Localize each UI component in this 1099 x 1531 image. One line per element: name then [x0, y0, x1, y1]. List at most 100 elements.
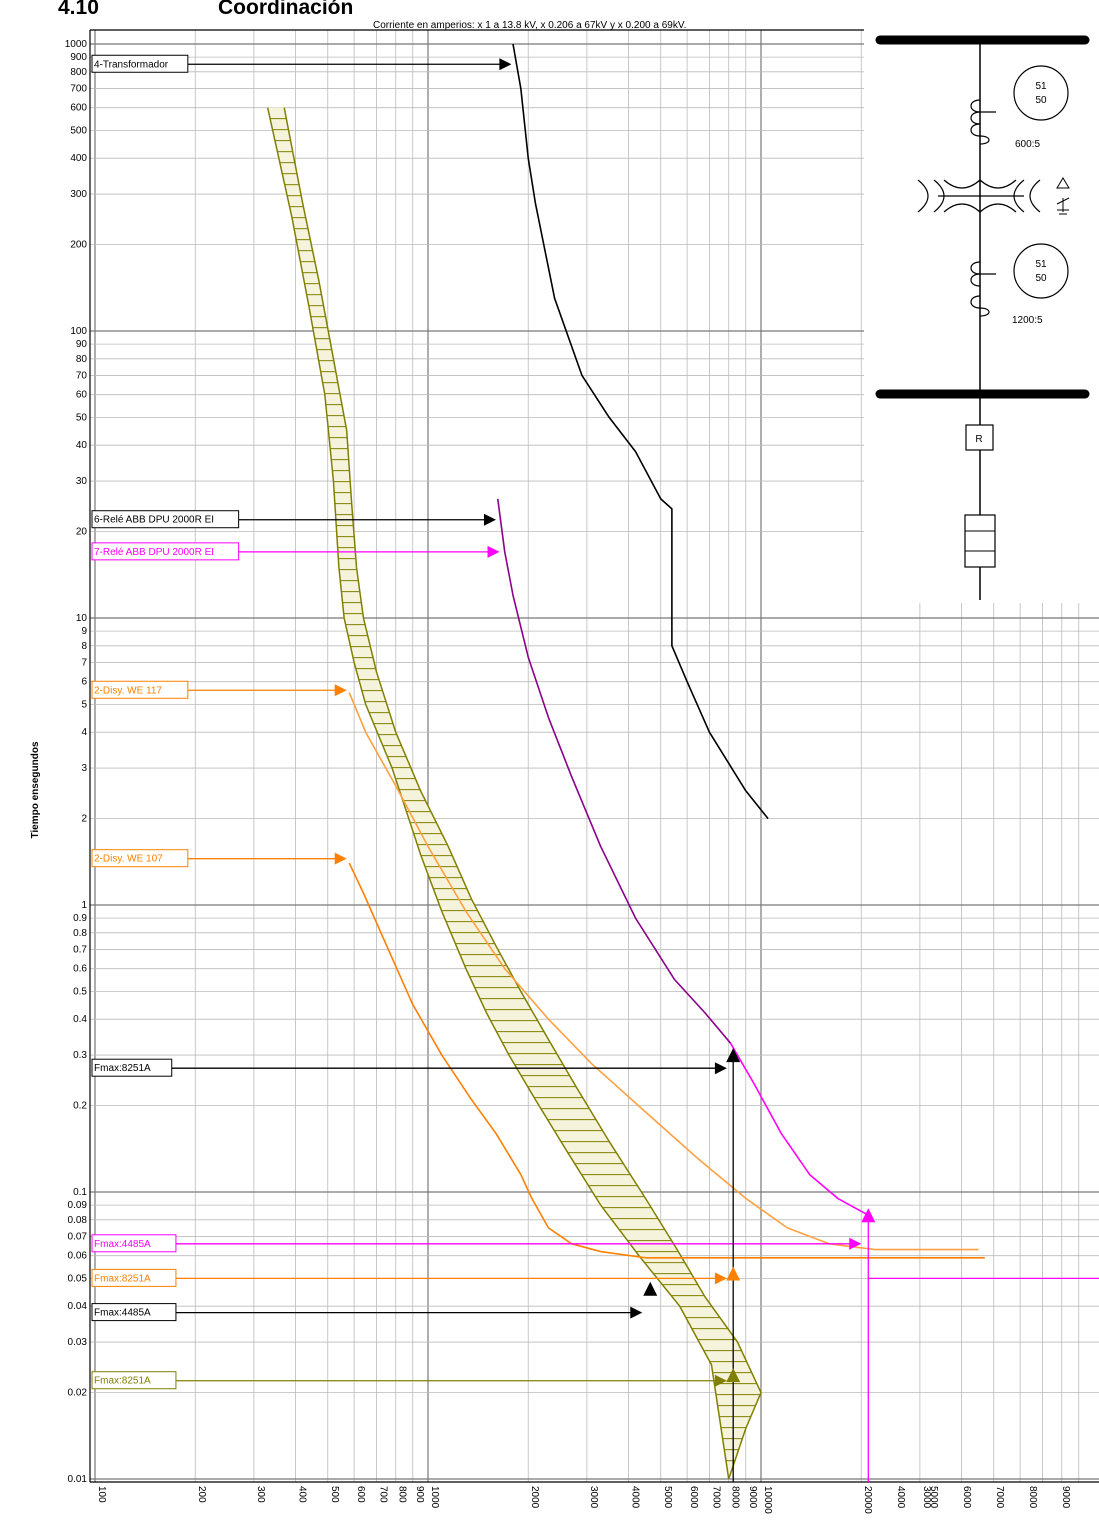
y-tick-label: 0.06: [68, 1251, 88, 1262]
y-tick-label: 400: [70, 153, 87, 164]
y-tick-label: 0.7: [73, 944, 87, 955]
y-tick-label: 50: [76, 412, 88, 423]
x-tick-label: 7000: [710, 1486, 721, 1509]
single-line-diagram: 51 50 600:5 51 50 1200:5 R: [864, 25, 1099, 603]
y-tick-label: 6: [81, 677, 87, 688]
annotation-arrowhead: [487, 545, 500, 558]
x-tick-label: 5000: [928, 1486, 939, 1509]
y-tick-label: 0.09: [68, 1200, 88, 1211]
y-tick-label: 0.08: [68, 1215, 88, 1226]
y-tick-label: 700: [70, 83, 87, 94]
y-tick-label: 60: [76, 390, 88, 401]
annotations: 4-Transformador 6-Relé ABB DPU 2000R EI 7-…: [91, 54, 862, 1390]
x-tick-labels: 100 200 300 400 500 600 700 800 900 1000 2000 3000 4…: [96, 1486, 1071, 1514]
recloser-label: R: [975, 434, 982, 445]
series-curve: [729, 1042, 869, 1216]
x-tick-label: 9000: [747, 1486, 758, 1509]
annotation-arrowhead: [499, 58, 512, 71]
y-tick-label: 1: [81, 900, 87, 911]
y-tick-label: 10: [76, 613, 88, 624]
x-tick-label: 500: [329, 1486, 340, 1503]
y-tick-label: 3: [81, 763, 87, 774]
cable-right-edge: [283, 107, 762, 1480]
y-tick-label: 90: [76, 339, 88, 350]
x-tick-label: 4000: [895, 1486, 906, 1509]
y-tick-label: 0.07: [68, 1231, 88, 1242]
annotation-label: Fmax:8251A: [94, 1063, 151, 1074]
x-tick-label: 200: [196, 1486, 207, 1503]
ct-top-icon: [970, 99, 996, 145]
y-tick-label: 0.9: [73, 913, 87, 924]
x-tick-label: 400: [296, 1486, 307, 1503]
x-tick-label: 7000: [994, 1486, 1005, 1509]
x-tick-label: 6000: [961, 1486, 972, 1509]
fault-marker: [861, 1208, 876, 1223]
x-tick-label: 800: [397, 1486, 408, 1503]
x-tick-label: 900: [414, 1486, 425, 1503]
series-curve: [512, 43, 769, 820]
fuse-icon: [964, 514, 996, 568]
annotation-label: 7-Relé ABB DPU 2000R EI: [94, 547, 214, 558]
y-tick-label: 0.5: [73, 986, 87, 997]
recloser-icon: [965, 424, 994, 451]
y-tick-label: 0.03: [68, 1337, 88, 1348]
y-tick-label: 20: [76, 527, 88, 538]
relay-top-code-1: 51: [1035, 81, 1047, 92]
annotation-arrowhead: [849, 1237, 862, 1250]
fault-marker: [726, 1368, 741, 1383]
section-title: Coordinación: [218, 0, 353, 19]
y-tick-label: 800: [70, 67, 87, 78]
annotation-arrowhead: [630, 1306, 643, 1319]
y-tick-label: 4: [81, 727, 87, 738]
y-tick-label: 2: [81, 814, 87, 825]
x-tick-label: 8000: [730, 1486, 741, 1509]
y-tick-label: 0.2: [73, 1101, 87, 1112]
series-curve: [348, 692, 979, 1251]
y-tick-label: 0.05: [68, 1273, 88, 1284]
y-tick-labels: 0.01 0.02 0.03 0.04 0.05 0.06 0.07 0.08 0.09 0.1 0…: [65, 39, 88, 1485]
ct-bottom-icon: [970, 261, 996, 317]
x-axis-label: Corriente en amperios: x 1 a 13.8 kV, x …: [373, 20, 686, 31]
x-tick-label: 6000: [688, 1486, 699, 1509]
relay-bottom-code-1: 51: [1035, 259, 1047, 270]
section-number: 4.10: [58, 0, 99, 19]
relay-top-code-2: 50: [1035, 95, 1047, 106]
y-tick-label: 0.3: [73, 1050, 87, 1061]
x-tick-label: 700: [377, 1486, 388, 1503]
y-tick-label: 900: [70, 52, 87, 63]
fault-marker: [726, 1048, 741, 1063]
x-tick-label: 20000: [862, 1486, 873, 1514]
y-tick-label: 0.6: [73, 964, 87, 975]
x-tick-label: 4000: [629, 1486, 640, 1509]
x-tick-label: 100: [96, 1486, 107, 1503]
x-tick-label: 3000: [588, 1486, 599, 1509]
cable-band-fill: [267, 107, 761, 1479]
annotation-label: Fmax:8251A: [94, 1376, 151, 1387]
annotation-label: 2-Disy. WE 107: [94, 854, 163, 865]
x-tick-label: 8000: [1027, 1486, 1038, 1509]
annotation-arrowhead: [334, 852, 347, 865]
y-tick-label: 200: [70, 240, 87, 251]
cable-damage-band: [266, 107, 762, 1480]
y-tick-label: 1000: [65, 39, 88, 50]
relay-bottom-icon: [1013, 243, 1069, 299]
y-tick-label: 600: [70, 103, 87, 114]
x-tick-label: 600: [355, 1486, 366, 1503]
x-tick-label: 2000: [529, 1486, 540, 1509]
y-axis-label: Tiempo ensegundos: [30, 741, 41, 838]
series-curve: [496, 498, 732, 1044]
annotation-label: 6-Relé ABB DPU 2000R EI: [94, 515, 214, 526]
y-tick-label: 300: [70, 189, 87, 200]
annotation-arrowhead: [714, 1062, 727, 1075]
y-tick-label: 500: [70, 125, 87, 136]
y-tick-label: 0.01: [68, 1474, 88, 1485]
series-curves: [348, 43, 985, 1259]
x-tick-label: 9000: [1060, 1486, 1071, 1509]
x-tick-label: 3000: [921, 1486, 932, 1509]
y-tick-label: 0.4: [73, 1014, 87, 1025]
fault-markers: [643, 1048, 1099, 1482]
y-tick-label: 40: [76, 440, 88, 451]
annotation-arrowhead: [334, 684, 347, 697]
annotation-arrowhead: [714, 1374, 727, 1387]
